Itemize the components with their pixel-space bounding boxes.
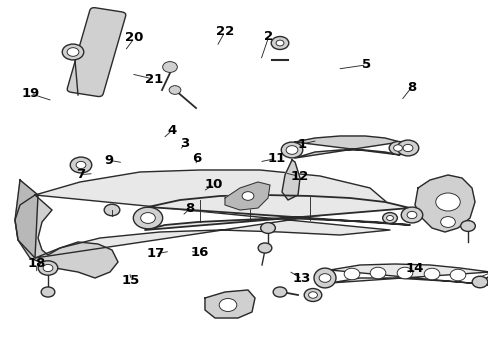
Circle shape [460,221,474,231]
Circle shape [133,207,163,229]
Text: 16: 16 [190,246,208,259]
Circle shape [219,298,236,311]
Circle shape [62,44,83,60]
Circle shape [423,268,439,280]
Circle shape [344,268,359,280]
Circle shape [435,193,459,211]
Circle shape [308,292,317,298]
Circle shape [396,140,418,156]
Text: 3: 3 [180,137,189,150]
Circle shape [67,48,79,56]
Circle shape [402,144,412,152]
Circle shape [38,261,58,275]
Text: 19: 19 [21,87,40,100]
Circle shape [258,243,271,253]
Text: 10: 10 [204,178,223,191]
Circle shape [163,62,177,72]
Circle shape [440,217,454,228]
Circle shape [285,146,297,154]
Circle shape [388,141,406,154]
Text: 8: 8 [407,81,415,94]
Text: 20: 20 [125,31,143,44]
Text: 11: 11 [266,152,285,165]
Text: 5: 5 [362,58,370,71]
Polygon shape [15,180,38,258]
Circle shape [70,157,92,173]
Circle shape [276,40,284,46]
Polygon shape [414,175,474,232]
Text: 17: 17 [146,247,164,260]
FancyBboxPatch shape [67,8,125,96]
Circle shape [141,213,155,224]
Circle shape [260,222,275,233]
Text: 12: 12 [289,170,308,183]
Text: 21: 21 [144,73,163,86]
Circle shape [242,192,253,200]
Polygon shape [329,264,488,285]
Circle shape [449,269,465,281]
Text: 18: 18 [27,257,46,270]
Text: 4: 4 [167,124,176,137]
Polygon shape [145,195,409,230]
Polygon shape [15,195,118,278]
Circle shape [169,86,181,94]
Text: 14: 14 [405,262,423,275]
Circle shape [281,142,302,158]
Polygon shape [224,182,269,210]
Circle shape [271,36,288,49]
Polygon shape [204,290,254,318]
Circle shape [407,211,416,219]
Text: 13: 13 [292,273,311,285]
Circle shape [43,264,53,271]
Text: 7: 7 [76,168,85,181]
Text: 9: 9 [104,154,113,167]
Circle shape [393,145,402,151]
Polygon shape [35,170,389,258]
Circle shape [401,207,422,223]
Circle shape [369,267,385,279]
Circle shape [104,204,120,216]
Circle shape [304,288,321,301]
Polygon shape [294,136,399,158]
Circle shape [386,216,393,221]
Circle shape [382,213,397,224]
Polygon shape [282,160,299,200]
Circle shape [273,287,286,297]
Circle shape [471,276,487,288]
Circle shape [319,274,330,282]
Circle shape [41,287,55,297]
Text: 8: 8 [185,202,194,215]
Ellipse shape [313,268,335,288]
Text: 6: 6 [192,152,201,165]
Text: 2: 2 [264,30,273,42]
Circle shape [76,161,86,168]
Circle shape [396,267,412,279]
Text: 15: 15 [122,274,140,287]
Text: 1: 1 [297,138,306,150]
Text: 22: 22 [215,25,234,38]
